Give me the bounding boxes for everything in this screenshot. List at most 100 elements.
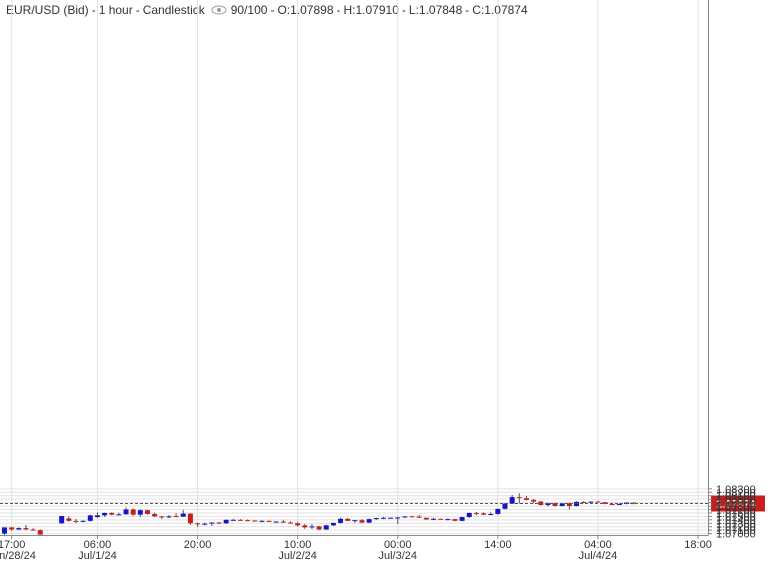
candle-up xyxy=(366,519,372,523)
x-tick-time: 20:00 xyxy=(184,539,212,551)
candle-up xyxy=(2,527,7,534)
candle-down xyxy=(481,513,487,515)
candle-up xyxy=(223,519,229,524)
candle-up xyxy=(616,503,622,505)
current-price-tag xyxy=(711,495,765,512)
candle-up xyxy=(459,517,465,521)
candle-down xyxy=(302,525,308,528)
high-value: H:1.07910 xyxy=(343,3,399,17)
candle-down xyxy=(609,503,615,505)
candle-up xyxy=(16,528,22,530)
y-tick-label: 1.07400 xyxy=(716,515,756,527)
candle-down xyxy=(516,497,522,499)
candle-down xyxy=(130,509,136,515)
candle-down xyxy=(216,522,222,524)
candle-up xyxy=(102,512,108,516)
y-tick-label: 1.08000 xyxy=(716,494,756,506)
candle-down xyxy=(195,523,201,525)
candle-up xyxy=(87,515,93,521)
y-tick-label: 1.07200 xyxy=(716,522,756,534)
x-tick-date: Jul/4/24 xyxy=(579,550,618,561)
y-tick-label: 1.07700 xyxy=(716,504,756,516)
candle-down xyxy=(295,523,301,526)
visibility-value: 90/100 xyxy=(230,3,268,17)
candle-down xyxy=(416,516,422,518)
candle-up xyxy=(180,513,186,517)
candle-up xyxy=(352,520,358,522)
candle-up xyxy=(395,517,401,519)
candle-up xyxy=(431,518,436,520)
candle-down xyxy=(345,518,351,521)
y-tick-label: 1.07300 xyxy=(716,518,756,530)
y-tick-label: 1.07600 xyxy=(716,508,756,520)
candle-up xyxy=(116,514,122,516)
candle-up xyxy=(373,518,379,520)
x-tick-time: 00:00 xyxy=(384,539,412,551)
candle-up xyxy=(202,523,208,525)
candle-up xyxy=(137,510,143,515)
candle-down xyxy=(631,502,637,504)
candle-up xyxy=(94,515,100,518)
candle-up xyxy=(509,497,515,504)
candle-down xyxy=(252,520,258,522)
candle-down xyxy=(359,520,365,523)
price-overlay: 1.07874 xyxy=(0,495,765,512)
candle-up xyxy=(230,519,236,521)
candle-down xyxy=(531,499,537,502)
candle-down xyxy=(452,519,458,521)
candle-up xyxy=(502,503,508,509)
candle-up xyxy=(559,503,565,507)
x-tick-time: 10:00 xyxy=(284,539,312,551)
candle-down xyxy=(73,520,79,522)
candle-down xyxy=(245,520,251,522)
candle-down xyxy=(552,503,558,507)
candle-up xyxy=(380,517,386,519)
candle-up xyxy=(80,520,86,522)
y-tick-label: 1.07100 xyxy=(716,525,756,537)
candle-down xyxy=(266,520,272,522)
y-tick-label: 1.07900 xyxy=(716,498,756,510)
candle-down xyxy=(409,516,415,518)
candle-up xyxy=(209,522,215,524)
low-value: L:1.07848 xyxy=(408,3,463,17)
grid-lines xyxy=(0,0,708,535)
x-tick-date: Jun/28/24 xyxy=(0,550,36,561)
candle-down xyxy=(316,526,322,530)
x-tick-time: 04:00 xyxy=(584,539,612,551)
candles xyxy=(2,493,637,537)
eye-icon[interactable] xyxy=(211,5,227,15)
candle-up xyxy=(495,508,501,514)
interval-label: 1 hour xyxy=(98,3,133,17)
open-value: O:1.07898 xyxy=(277,3,334,17)
candle-up xyxy=(545,503,551,506)
x-tick-time: 18:00 xyxy=(684,539,712,551)
y-tick-label: 1.08100 xyxy=(716,491,756,503)
y-tick-label: 1.07000 xyxy=(716,529,756,541)
y-tick-label: 1.08200 xyxy=(716,487,756,499)
candle-down xyxy=(438,518,444,520)
candle-down xyxy=(159,516,165,518)
x-tick-time: 06:00 xyxy=(84,539,112,551)
x-tick-date: Jul/2/24 xyxy=(278,550,317,561)
candle-down xyxy=(9,527,15,530)
candle-up xyxy=(488,513,494,515)
y-tick-label: 1.08300 xyxy=(716,484,756,496)
candle-down xyxy=(109,512,115,515)
candle-down xyxy=(288,522,293,524)
candle-up xyxy=(330,522,336,526)
candle-down xyxy=(66,518,72,521)
candle-up xyxy=(273,521,279,523)
x-tick-date: Jul/1/24 xyxy=(78,550,117,561)
candle-up xyxy=(466,512,472,518)
candle-down xyxy=(595,501,601,503)
x-tick-date: Jul/3/24 xyxy=(378,550,417,561)
candle-down xyxy=(237,519,243,521)
candle-down xyxy=(566,503,572,507)
candle-down xyxy=(173,516,179,518)
candle-up xyxy=(338,518,344,523)
chart-header: EUR/USD (Bid) - 1 hour - Candlestick 90/… xyxy=(6,3,528,17)
candle-down xyxy=(523,498,529,500)
candle-down xyxy=(280,521,286,523)
candle-down xyxy=(423,517,429,520)
